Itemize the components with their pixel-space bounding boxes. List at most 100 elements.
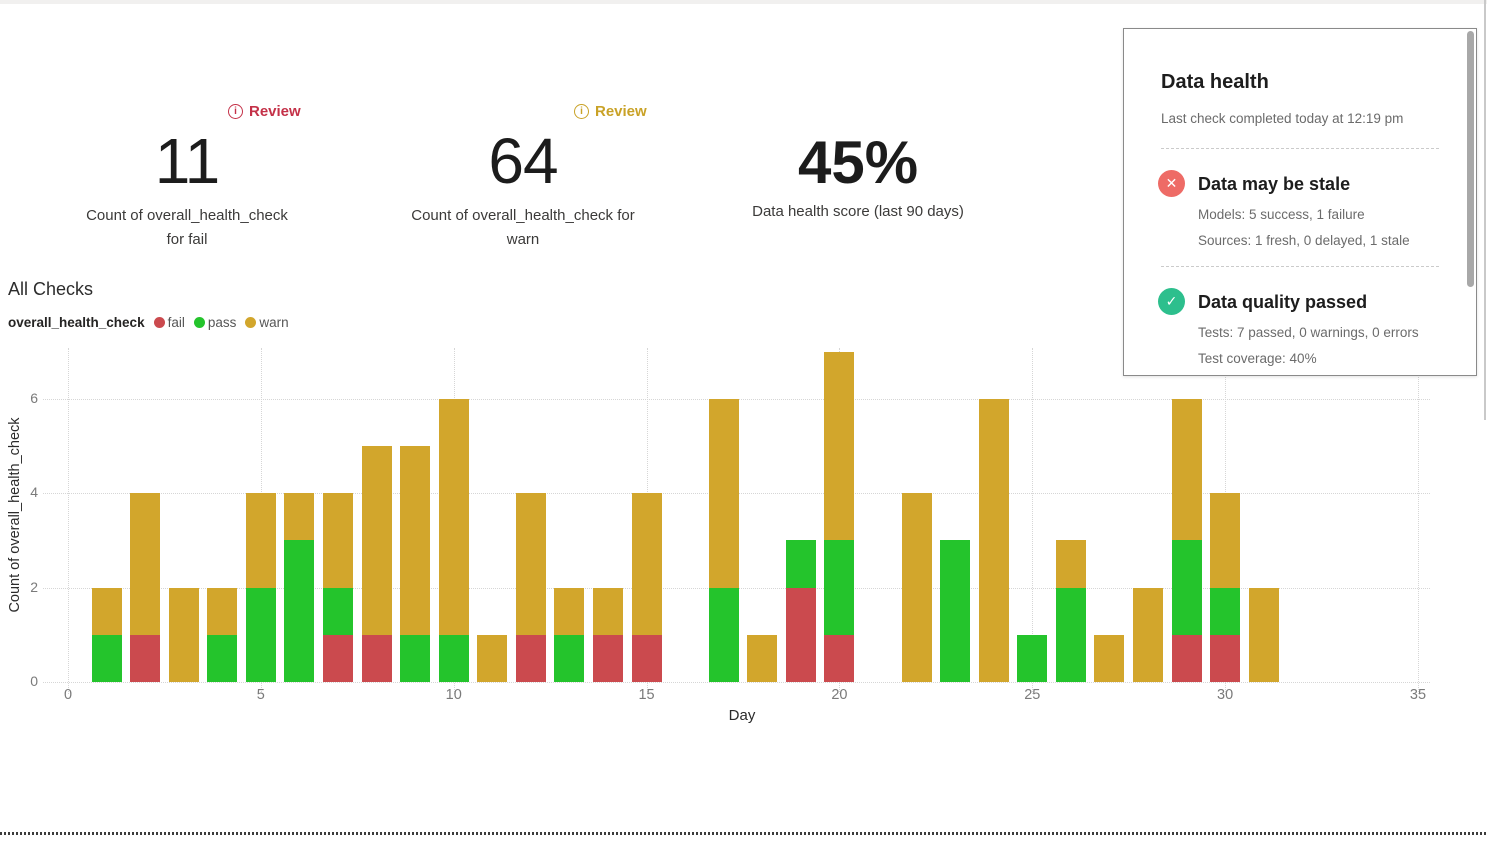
bar-day-1-pass[interactable] xyxy=(91,634,122,682)
x-axis-tick-label: 25 xyxy=(1024,687,1041,703)
legend-item-fail[interactable]: fail xyxy=(153,315,185,330)
status-detail-models: Models: 5 success, 1 failure xyxy=(1198,207,1365,222)
bar-day-4-pass[interactable] xyxy=(207,634,238,682)
bar-day-12-warn[interactable] xyxy=(515,493,546,635)
bar-day-1-warn[interactable] xyxy=(91,587,122,635)
bar-day-13-warn[interactable] xyxy=(554,587,585,635)
bar-day-9-warn[interactable] xyxy=(400,446,431,635)
bar-day-23-pass[interactable] xyxy=(940,540,971,682)
pass-dot-icon xyxy=(193,317,205,328)
bar-day-12-fail[interactable] xyxy=(515,634,546,682)
gridline-vertical xyxy=(68,348,69,694)
kpi-card-health-score: 45% Data health score (last 90 days) xyxy=(693,132,1023,224)
bar-day-10-pass[interactable] xyxy=(438,634,469,682)
gridline-horizontal xyxy=(43,682,1430,683)
bar-day-25-pass[interactable] xyxy=(1017,634,1048,682)
bar-day-24-warn[interactable] xyxy=(978,398,1009,682)
panel-scrollbar[interactable] xyxy=(1467,31,1474,287)
bar-day-8-warn[interactable] xyxy=(361,446,392,635)
bar-day-5-pass[interactable] xyxy=(245,587,276,682)
review-badge-fail[interactable]: i Review xyxy=(228,103,301,120)
bar-day-20-warn[interactable] xyxy=(824,351,855,541)
bar-day-28-warn[interactable] xyxy=(1132,587,1163,682)
legend-label-pass: pass xyxy=(207,315,237,330)
bar-day-18-warn[interactable] xyxy=(747,634,778,682)
bar-day-7-fail[interactable] xyxy=(322,634,353,682)
x-axis-tick-label: 15 xyxy=(638,687,655,703)
bar-day-10-warn[interactable] xyxy=(438,398,469,635)
divider xyxy=(1161,148,1439,149)
info-icon: i xyxy=(228,104,243,119)
kpi-value-fail: 11 xyxy=(154,125,220,197)
bar-day-30-fail[interactable] xyxy=(1210,634,1241,682)
bar-day-30-warn[interactable] xyxy=(1210,493,1241,588)
review-badge-warn[interactable]: i Review xyxy=(574,103,647,120)
x-axis-tick-label: 20 xyxy=(831,687,848,703)
bar-day-13-pass[interactable] xyxy=(554,634,585,682)
x-axis-title: Day xyxy=(728,707,756,724)
gridline-vertical xyxy=(1417,348,1419,694)
pass-status-icon: ✓ xyxy=(1158,288,1185,315)
fail-dot-icon xyxy=(153,317,165,328)
x-axis-tick-label: 35 xyxy=(1409,687,1427,703)
top-edge-strip xyxy=(0,0,1487,4)
review-badge-label: Review xyxy=(249,103,301,120)
kpi-value-warn: 64 xyxy=(488,125,558,197)
legend-item-pass[interactable]: pass xyxy=(193,315,237,330)
bar-day-6-pass[interactable] xyxy=(284,540,315,682)
fail-status-icon: ✕ xyxy=(1158,170,1185,197)
y-axis-tick-label: 0 xyxy=(30,673,38,689)
legend-item-warn[interactable]: warn xyxy=(245,315,289,330)
bar-day-15-warn[interactable] xyxy=(631,493,662,635)
bar-day-14-fail[interactable] xyxy=(592,634,623,682)
bar-day-31-warn[interactable] xyxy=(1248,587,1279,682)
status-title-quality: Data quality passed xyxy=(1198,292,1368,312)
bar-day-5-warn[interactable] xyxy=(245,493,276,588)
bar-day-29-fail[interactable] xyxy=(1171,634,1202,682)
bar-day-20-pass[interactable] xyxy=(824,540,855,635)
panel-title: Data health xyxy=(1161,71,1269,93)
bar-day-22-warn[interactable] xyxy=(901,493,932,682)
bar-day-2-warn[interactable] xyxy=(130,493,161,635)
y-axis-tick-label: 2 xyxy=(30,578,38,595)
bar-day-3-warn[interactable] xyxy=(168,587,199,682)
legend-label-warn: warn xyxy=(259,315,289,330)
bar-day-30-pass[interactable] xyxy=(1210,587,1241,635)
bar-day-27-warn[interactable] xyxy=(1094,634,1125,682)
kpi-card-warn-count: 64 Count of overall_health_check for war… xyxy=(358,125,688,252)
bar-day-7-pass[interactable] xyxy=(322,587,353,635)
review-badge-label: Review xyxy=(595,103,647,120)
bar-day-7-warn[interactable] xyxy=(322,493,353,588)
divider xyxy=(1161,266,1439,267)
bar-day-9-pass[interactable] xyxy=(400,634,431,682)
bar-day-2-fail[interactable] xyxy=(130,634,161,682)
kpi-card-fail-count: 11 Count of overall_health_check for fai… xyxy=(22,125,352,252)
warn-dot-icon xyxy=(245,317,257,328)
x-axis-tick-label: 5 xyxy=(256,687,265,703)
bar-day-26-pass[interactable] xyxy=(1055,587,1086,682)
info-icon: i xyxy=(574,104,589,119)
bar-day-11-warn[interactable] xyxy=(477,634,508,682)
bar-day-29-warn[interactable] xyxy=(1171,398,1202,541)
status-detail-tests: Tests: 7 passed, 0 warnings, 0 errors xyxy=(1198,325,1419,340)
bar-day-17-pass[interactable] xyxy=(708,587,739,682)
bar-day-15-fail[interactable] xyxy=(631,634,662,682)
bar-day-6-warn[interactable] xyxy=(284,493,315,541)
bar-day-17-warn[interactable] xyxy=(708,398,739,588)
bar-day-26-warn[interactable] xyxy=(1055,540,1086,588)
bar-day-19-pass[interactable] xyxy=(785,540,816,588)
gridline-vertical xyxy=(1032,348,1034,694)
legend-series-title: overall_health_check xyxy=(8,315,145,330)
bar-day-29-pass[interactable] xyxy=(1171,540,1202,635)
bar-day-4-warn[interactable] xyxy=(207,587,238,635)
legend-label-fail: fail xyxy=(167,315,185,330)
kpi-label-fail: Count of overall_health_check for fail xyxy=(86,207,288,248)
kpi-value-health-score: 45% xyxy=(797,129,919,196)
x-axis-tick-label: 30 xyxy=(1217,687,1234,703)
bar-day-20-fail[interactable] xyxy=(824,634,855,682)
bar-day-14-warn[interactable] xyxy=(592,587,623,635)
bar-day-8-fail[interactable] xyxy=(361,634,392,682)
bar-day-19-fail[interactable] xyxy=(785,587,816,682)
